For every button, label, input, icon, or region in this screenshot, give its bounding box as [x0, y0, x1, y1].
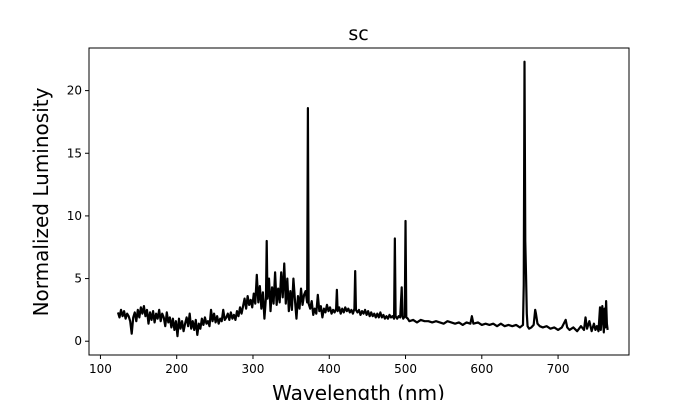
y-axis-label: Normalized Luminosity	[29, 87, 53, 316]
plot-area	[88, 47, 630, 356]
x-tick-label: 400	[318, 362, 341, 376]
x-tick-label: 200	[165, 362, 188, 376]
y-tick-label: 0	[74, 334, 82, 348]
chart-title: sc	[348, 23, 368, 45]
x-tick-label: 500	[394, 362, 417, 376]
y-tick-label: 15	[67, 146, 82, 160]
x-tick-label: 600	[470, 362, 493, 376]
y-tick-label: 10	[67, 209, 82, 223]
x-axis-ticks: 100 200 300 400 500 600 700	[89, 355, 570, 376]
y-tick-label: 20	[67, 84, 82, 98]
spectrum-line	[116, 60, 609, 338]
y-axis-ticks: 0 5 10 15 20	[67, 84, 89, 348]
x-tick-label: 100	[89, 362, 112, 376]
x-tick-label: 700	[547, 362, 570, 376]
y-tick-label: 5	[74, 272, 82, 286]
x-tick-label: 300	[242, 362, 265, 376]
x-axis-label: Wavelength (nm)	[272, 381, 445, 400]
